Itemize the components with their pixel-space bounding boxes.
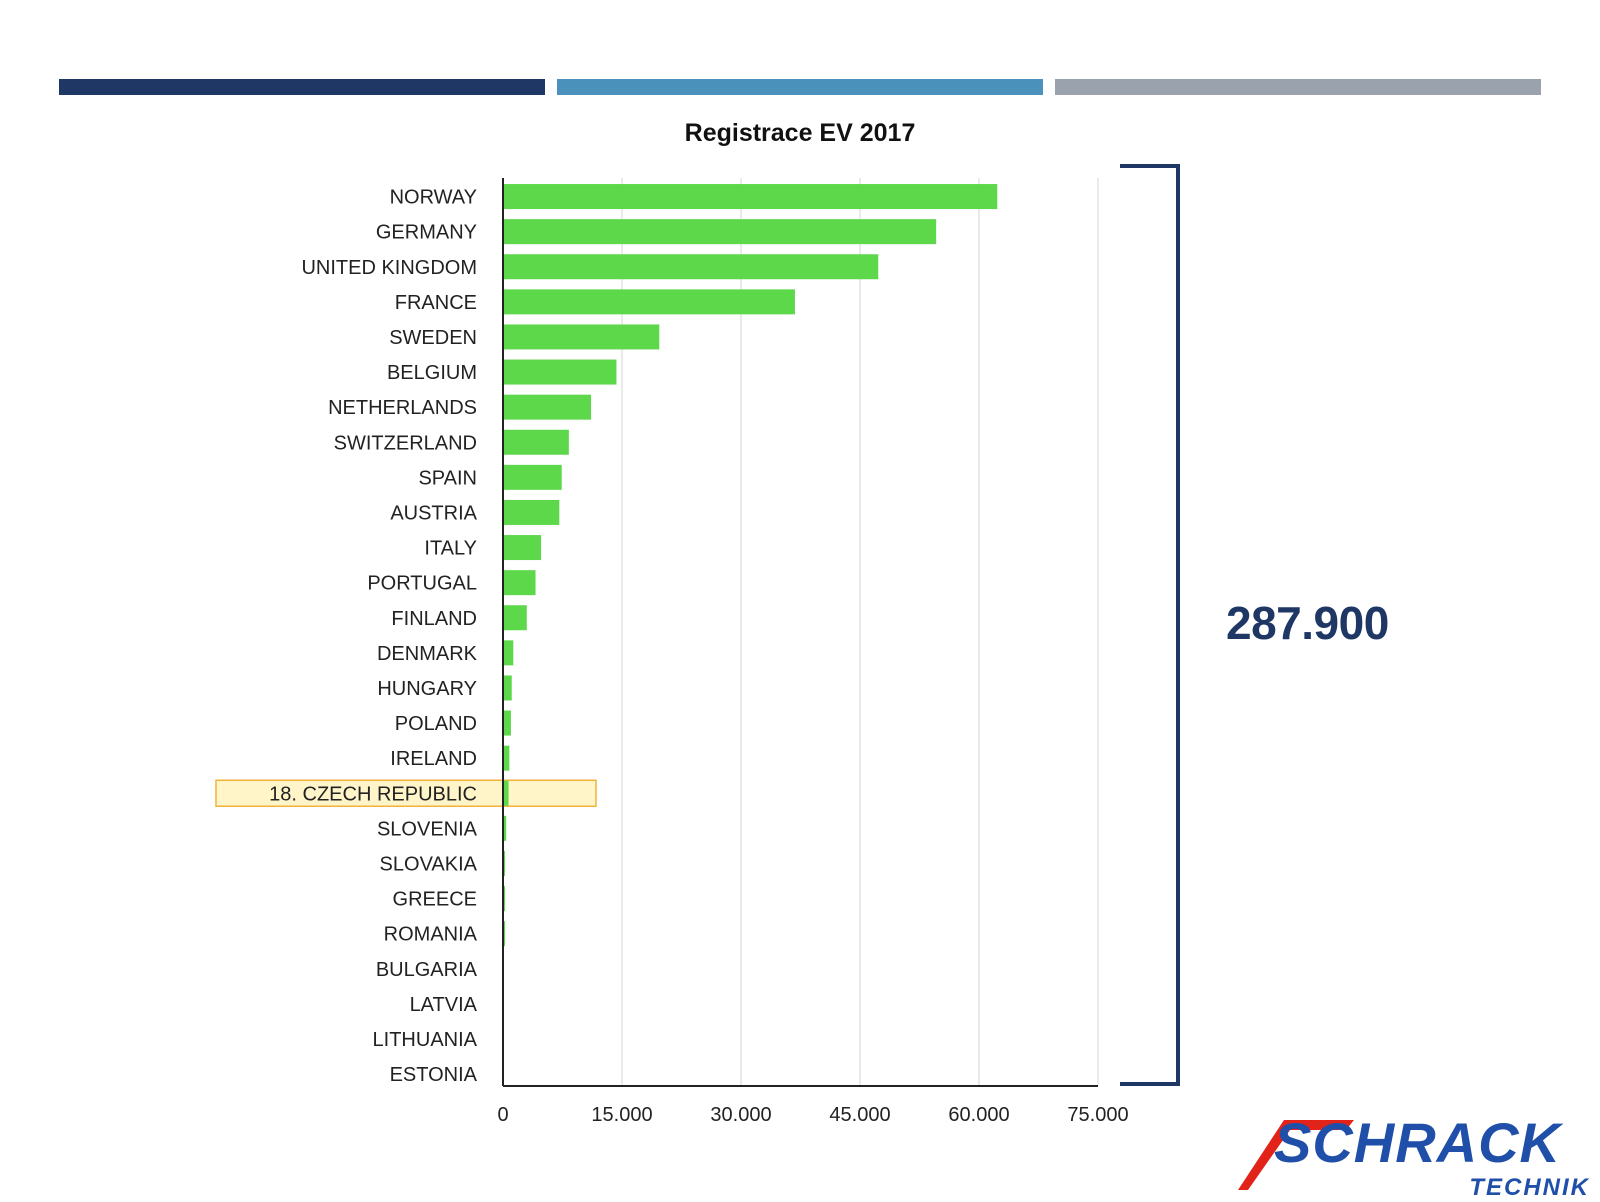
bar <box>503 745 510 771</box>
highlight-box <box>215 779 597 807</box>
category-label: BELGIUM <box>387 362 477 384</box>
bar <box>503 464 562 490</box>
category-label: SPAIN <box>418 467 477 489</box>
x-tick-label: 60.000 <box>948 1104 1009 1126</box>
bar <box>503 394 592 420</box>
bar <box>503 499 560 525</box>
bar <box>503 710 511 736</box>
bars <box>503 184 998 947</box>
schrack-technik-logo: SCHRACK TECHNIK <box>1236 1111 1600 1201</box>
category-label: BULGARIA <box>376 959 478 981</box>
bar <box>503 254 879 280</box>
top-bar-grey <box>1055 79 1541 95</box>
bar <box>503 219 937 245</box>
bar <box>503 324 660 350</box>
grid-lines <box>621 178 1099 1086</box>
category-label: SWITZERLAND <box>334 432 477 454</box>
chart-title: Registrace EV 2017 <box>684 119 916 147</box>
bar <box>503 535 542 561</box>
x-tick-label: 45.000 <box>829 1104 890 1126</box>
top-bar-light-blue <box>557 79 1043 95</box>
highlight-layer <box>215 779 597 807</box>
category-label: UNITED KINGDOM <box>301 257 477 279</box>
x-tick-label: 15.000 <box>591 1104 652 1126</box>
bar <box>503 429 569 455</box>
bar <box>503 815 507 841</box>
category-label: 18. CZECH REPUBLIC <box>269 783 477 805</box>
category-label: ESTONIA <box>390 1064 478 1086</box>
category-label: SLOVAKIA <box>380 853 478 875</box>
category-labels: NORWAY GERMANY UNITED KINGDOM FRANCE SWEDEN B… <box>269 187 478 1087</box>
logo-subtitle: TECHNIK <box>1469 1174 1590 1201</box>
x-tick-label: 75.000 <box>1067 1104 1128 1126</box>
bar <box>503 605 527 631</box>
total-bracket <box>1120 164 1180 1086</box>
category-label: GERMANY <box>376 222 477 244</box>
x-tick-label: 30.000 <box>710 1104 771 1126</box>
bar <box>503 359 617 385</box>
category-label: FRANCE <box>395 292 477 314</box>
bar <box>503 289 795 315</box>
top-bar-dark-blue <box>59 79 545 95</box>
category-label: NORWAY <box>390 187 477 209</box>
category-label: ITALY <box>424 538 477 560</box>
bar <box>503 184 998 210</box>
logo-swoosh-icon <box>1238 1120 1354 1190</box>
category-label: AUSTRIA <box>390 502 477 524</box>
category-label: HUNGARY <box>377 678 477 700</box>
bar <box>503 640 514 666</box>
bar <box>503 570 536 596</box>
total-registrations-value: 287.900 <box>1226 597 1389 649</box>
bar <box>503 675 512 701</box>
category-label: IRELAND <box>390 748 477 770</box>
category-label: SLOVENIA <box>377 818 478 840</box>
x-tick-labels: 0 15.000 30.000 45.000 60.000 75.000 <box>497 1104 1128 1126</box>
x-tick-label: 0 <box>497 1104 508 1126</box>
category-label: DENMARK <box>377 643 478 665</box>
category-label: ROMANIA <box>384 924 478 946</box>
bar <box>503 780 509 806</box>
logo-name: SCHRACK <box>1274 1111 1561 1174</box>
category-label: LITHUANIA <box>373 1029 478 1051</box>
category-label: FINLAND <box>391 608 477 630</box>
category-label: POLAND <box>395 713 477 735</box>
category-label: SWEDEN <box>389 327 477 349</box>
category-label: NETHERLANDS <box>328 397 477 419</box>
category-label: PORTUGAL <box>367 573 477 595</box>
category-label: GREECE <box>393 889 477 911</box>
category-label: LATVIA <box>410 994 478 1016</box>
